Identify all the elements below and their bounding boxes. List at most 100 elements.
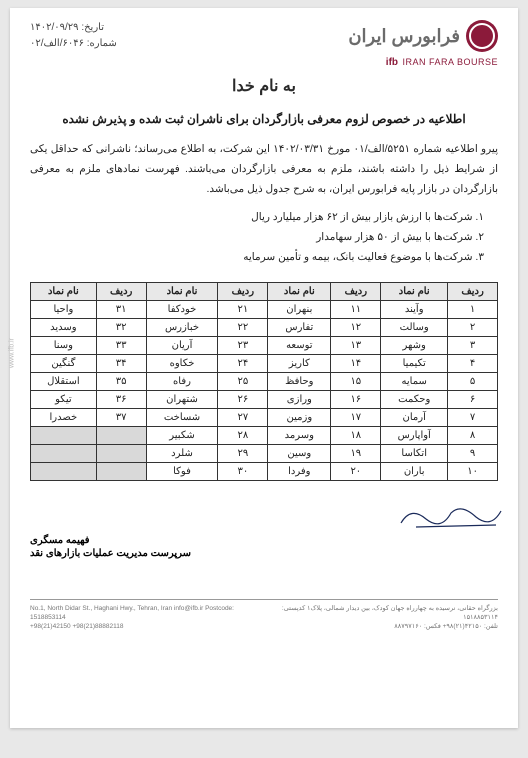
table-cell [31, 462, 97, 480]
table-cell: ۳۱ [96, 300, 146, 318]
table-row: ۴تکیمیا۱۴کاریز۲۴خکاوه۳۴گنگین [31, 354, 498, 372]
table-cell: وسین [268, 444, 331, 462]
col-header: ردیف [331, 282, 381, 300]
table-cell: تکیمیا [381, 354, 448, 372]
table-cell: ۲۱ [218, 300, 268, 318]
table-cell: خبازرس [146, 318, 218, 336]
table-cell: ۱۲ [331, 318, 381, 336]
table-cell: وآیند [381, 300, 448, 318]
table-cell: ۲۶ [218, 390, 268, 408]
table-cell: ورازی [268, 390, 331, 408]
criteria-1: ۱. شرکت‌ها با ارزش بازار بیش از ۶۲ هزار … [30, 208, 484, 228]
table-cell: وسرمد [268, 426, 331, 444]
header: فرابورس ایران ifb IRAN FARA BOURSE تاریخ… [30, 20, 498, 70]
table-cell: اتکاسا [381, 444, 448, 462]
table-cell: کاریز [268, 354, 331, 372]
table-cell: شتهران [146, 390, 218, 408]
table-cell: وزمین [268, 408, 331, 426]
table-cell: بنهران [268, 300, 331, 318]
table-cell: واحیا [31, 300, 97, 318]
col-header: نام نماد [146, 282, 218, 300]
col-header: نام نماد [381, 282, 448, 300]
footer: No.1, North Didar St., Haghani Hwy., Teh… [30, 599, 498, 631]
logo-text: فرابورس ایران [348, 26, 460, 47]
table-cell: خصدرا [31, 408, 97, 426]
ref-value: ۶۰۴۶/الف/۰۲ [30, 38, 84, 49]
signature-block: فهیمه مسگری سرپرست مدیریت عملیات بازارها… [30, 501, 498, 559]
table-row: ۶وحکمت۱۶ورازی۲۶شتهران۳۶تیکو [31, 390, 498, 408]
col-header: نام نماد [268, 282, 331, 300]
table-cell: ۱۵ [331, 372, 381, 390]
table-cell: ۳۷ [96, 408, 146, 426]
table-cell: ۱۰ [448, 462, 498, 480]
table-cell: ۲۳ [218, 336, 268, 354]
date-label: تاریخ: [81, 22, 104, 33]
table-cell: ۳۰ [218, 462, 268, 480]
table-row: ۱وآیند۱۱بنهران۲۱خودکفا۳۱واحیا [31, 300, 498, 318]
logo-block: فرابورس ایران ifb IRAN FARA BOURSE [348, 20, 498, 70]
table-cell [96, 426, 146, 444]
logo-ifb: ifb [386, 57, 398, 68]
col-header: نام نماد [31, 282, 97, 300]
side-url: www.ifb.ir [9, 338, 16, 368]
table-cell: ۵ [448, 372, 498, 390]
table-cell: باران [381, 462, 448, 480]
table-cell: خکاوه [146, 354, 218, 372]
col-header: ردیف [448, 282, 498, 300]
date-value: ۱۴۰۲/۰۹/۲۹ [30, 22, 79, 33]
ref-label: شماره: [87, 38, 117, 49]
logo-sub-en: IRAN FARA BOURSE [402, 57, 498, 67]
sig-name: فهیمه مسگری [30, 535, 498, 546]
table-cell: آرمان [381, 408, 448, 426]
table-cell: وشهر [381, 336, 448, 354]
table-cell: ۷ [448, 408, 498, 426]
col-header: ردیف [96, 282, 146, 300]
table-cell: ۲۹ [218, 444, 268, 462]
table-row: ۵سمایه۱۵وحافظ۲۵رفاه۳۵استقلال [31, 372, 498, 390]
table-row: ۹اتکاسا۱۹وسین۲۹شلرد [31, 444, 498, 462]
criteria-2: ۲. شرکت‌ها با بیش از ۵۰ هزار سهامدار [30, 228, 484, 248]
table-cell: ۳ [448, 336, 498, 354]
table-cell: رفاه [146, 372, 218, 390]
table-cell: ۱۱ [331, 300, 381, 318]
table-cell: ۳۳ [96, 336, 146, 354]
table-cell [31, 426, 97, 444]
table-cell: وسدید [31, 318, 97, 336]
table-cell: وحکمت [381, 390, 448, 408]
footer-fa-addr: بزرگراه حقانی، نرسیده به چهارراه جهان کو… [259, 604, 498, 622]
table-cell: آریان [146, 336, 218, 354]
table-cell: ۲ [448, 318, 498, 336]
bismillah: به نام خدا [30, 76, 498, 96]
signature-image [396, 501, 506, 533]
table-cell: ۱۷ [331, 408, 381, 426]
table-row: ۱۰باران۲۰وفردا۳۰فوکا [31, 462, 498, 480]
table-cell: ۱۹ [331, 444, 381, 462]
table-row: ۳وشهر۱۳توسعه۲۳آریان۳۳وسنا [31, 336, 498, 354]
table-cell: وسالت [381, 318, 448, 336]
body-text: پیرو اطلاعیه شماره ۵۲۵۱/الف/۰۱ مورخ ۱۴۰۲… [30, 140, 498, 200]
table-cell: ۲۲ [218, 318, 268, 336]
symbols-table: ردیفنام نمادردیفنام نمادردیفنام نمادردیف… [30, 282, 498, 481]
table-cell: ۴ [448, 354, 498, 372]
footer-fa-tel: تلفن: ۴۲۱۵۰(۲۱)۹۸+ فکس: ۸۸۷۹۷۱۶۰ [259, 622, 498, 631]
table-cell: شلرد [146, 444, 218, 462]
table-cell: ۳۴ [96, 354, 146, 372]
table-cell: سمایه [381, 372, 448, 390]
table-cell: ۱۶ [331, 390, 381, 408]
doc-title: اطلاعیه در خصوص لزوم معرفی بازارگردان بر… [30, 112, 498, 126]
table-cell: تیکو [31, 390, 97, 408]
table-cell [96, 444, 146, 462]
sig-title: سرپرست مدیریت عملیات بازارهای نقد [30, 548, 498, 559]
footer-en-tel: +98(21)42150 +98(21)88882118 [30, 622, 259, 631]
table-cell: وفردا [268, 462, 331, 480]
footer-en-addr: No.1, North Didar St., Haghani Hwy., Teh… [30, 604, 259, 622]
doc-meta: تاریخ: ۱۴۰۲/۰۹/۲۹ شماره: ۶۰۴۶/الف/۰۲ [30, 20, 117, 52]
table-cell: توسعه [268, 336, 331, 354]
table-cell: ۲۵ [218, 372, 268, 390]
col-header: ردیف [218, 282, 268, 300]
table-cell: ۶ [448, 390, 498, 408]
table-cell: شساخت [146, 408, 218, 426]
criteria-3: ۳. شرکت‌ها با موضوع فعالیت بانک، بیمه و … [30, 248, 484, 268]
table-cell: ۲۴ [218, 354, 268, 372]
table-cell: ۱۸ [331, 426, 381, 444]
